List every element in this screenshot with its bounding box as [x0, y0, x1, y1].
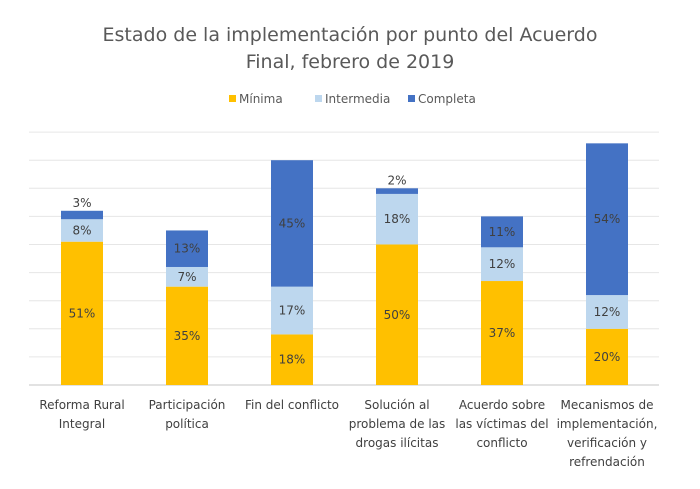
data-label: 7% — [177, 270, 196, 284]
category-label-line: drogas ilícitas — [356, 436, 439, 450]
bar-segment-intermedia — [166, 266, 208, 287]
bar-segment-mnima — [481, 281, 523, 385]
bar-segment-completa — [271, 160, 313, 287]
category-label: Mecanismos de implementación, verificación… — [557, 398, 658, 469]
bars — [61, 143, 628, 385]
category-label-line: Participación — [149, 398, 226, 412]
data-label: 45% — [279, 216, 306, 230]
data-label: 37% — [489, 326, 516, 340]
bar-segment-completa — [61, 210, 103, 220]
bar-segment-mnima — [166, 286, 208, 385]
legend-swatch — [408, 95, 415, 102]
bar-segment-completa — [376, 188, 418, 194]
category-label: Acuerdo sobre las víctimas del conflicto — [455, 398, 548, 450]
legend-item: Completa — [408, 92, 476, 106]
bar-segment-completa — [166, 230, 208, 267]
category-label-line: verificación y — [567, 436, 647, 450]
category-label-line: las víctimas del — [455, 417, 548, 431]
bar-segment-mnima — [376, 244, 418, 385]
data-label: 35% — [174, 329, 201, 343]
category-label-line: Fin del conflicto — [245, 398, 339, 412]
bar-segment-intermedia — [271, 286, 313, 335]
bar-segment-mnima — [61, 241, 103, 385]
chart-title: Estado de la implementación por punto de… — [103, 24, 598, 73]
bar-segment-intermedia — [61, 219, 103, 242]
data-label: 11% — [489, 225, 516, 239]
category-label-line: Solución al — [364, 398, 429, 412]
category-label-line: Integral — [59, 417, 105, 431]
bar-segment-intermedia — [481, 247, 523, 282]
data-label: 8% — [72, 223, 91, 237]
data-label: 3% — [72, 196, 91, 210]
legend-label: Completa — [418, 92, 476, 106]
data-labels: 51% 8% 3% 35% 7% 13% 18% 17% 45% 50% 18% 2% 37% 12% 11… — [69, 173, 621, 366]
category-label-line: implementación, — [557, 417, 658, 431]
category-label-line: Reforma Rural — [39, 398, 124, 412]
category-label-line: conflicto — [476, 436, 527, 450]
data-label: 12% — [594, 305, 621, 319]
category-label-line: Mecanismos de — [561, 398, 654, 412]
bar-segment-mnima — [586, 328, 628, 385]
legend-item: Mínima — [229, 92, 283, 106]
category-label: Solución al problema de las drogas ilícita… — [349, 398, 446, 450]
bar-segment-completa — [481, 216, 523, 248]
legend-label: Intermedia — [325, 92, 390, 106]
category-label-line: refrendación — [569, 455, 645, 469]
data-label: 2% — [387, 173, 406, 187]
category-label-line: Acuerdo sobre — [459, 398, 545, 412]
bar-segment-intermedia — [376, 193, 418, 245]
category-label: Fin del conflicto — [245, 398, 339, 412]
category-label: Reforma Rural Integral — [39, 398, 124, 431]
data-label: 17% — [279, 304, 306, 318]
chart-title-line: Estado de la implementación por punto de… — [103, 24, 598, 46]
data-label: 18% — [384, 212, 411, 226]
category-label: Participación política — [149, 398, 226, 431]
data-label: 54% — [594, 212, 621, 226]
category-label-line: política — [165, 417, 209, 431]
data-label: 51% — [69, 306, 96, 320]
category-label-line: problema de las — [349, 417, 446, 431]
legend: Mínima Intermedia Completa — [229, 92, 476, 106]
category-axis-labels: Reforma Rural Integral Participación políti… — [39, 398, 657, 469]
legend-label: Mínima — [239, 92, 283, 106]
legend-swatch — [229, 95, 236, 102]
legend-item: Intermedia — [315, 92, 390, 106]
data-label: 20% — [594, 350, 621, 364]
data-label: 50% — [384, 308, 411, 322]
bar-segment-mnima — [271, 334, 313, 385]
gridlines — [29, 131, 659, 386]
chart-title-line: Final, febrero de 2019 — [246, 51, 455, 73]
data-label: 18% — [279, 353, 306, 367]
bar-segment-completa — [586, 143, 628, 296]
data-label: 12% — [489, 257, 516, 271]
data-label: 13% — [174, 242, 201, 256]
legend-swatch — [315, 95, 322, 102]
bar-segment-intermedia — [586, 295, 628, 329]
